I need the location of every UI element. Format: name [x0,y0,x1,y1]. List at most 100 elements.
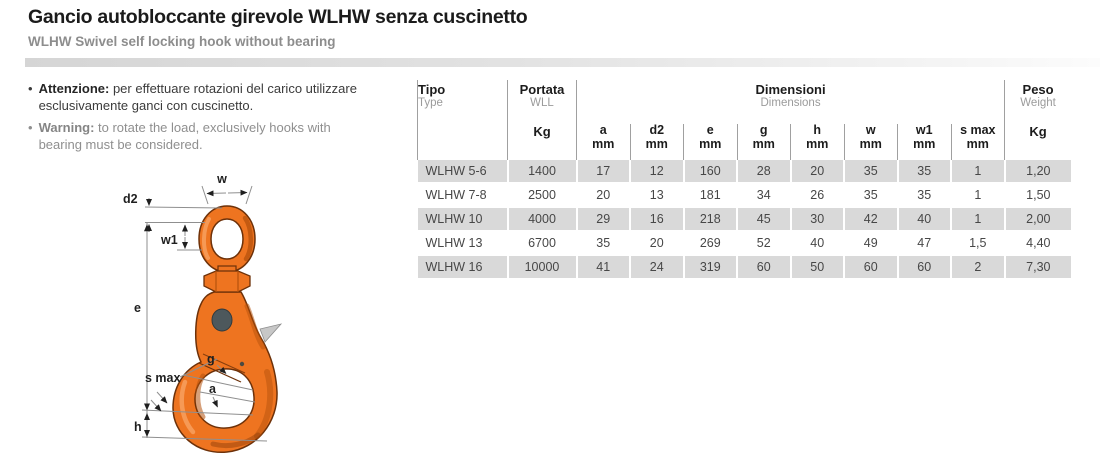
spec-table: Tipo Type Portata WLL Dimensioni Dimensi… [417,80,1072,280]
dim-label-s-max: s max [145,371,180,385]
note-label-it: Attenzione: [38,81,110,96]
cell-tipo: WLHW 5-6 [417,160,508,184]
cell-tipo: WLHW 7-8 [417,183,508,208]
cell-dim-h: 50 [789,255,844,280]
cell-tipo: WLHW 10 [417,207,508,232]
col-peso-unit: Kg [1004,124,1072,160]
cell-dim-w: 35 [843,183,898,208]
hook-shade [254,369,274,439]
cell-dim-e: 181 [682,183,737,208]
dim-col-name: e [706,123,714,137]
eye-highlight [202,217,211,260]
dim-col-unit: mm [752,136,775,151]
dim-col-header-w1: w1 mm [897,123,951,160]
hook-nut [203,270,251,293]
dim-col-name: a [599,123,607,137]
cell-dim-d2: 20 [629,231,684,256]
bullet-icon: • [28,81,33,96]
dim-col-name: h [813,123,822,137]
cell-dim-w1: 35 [896,160,951,184]
header-units-row: Kg a mm d2 mm e mm g mm h [417,123,1072,160]
hook-shade [195,373,206,420]
dim-col-unit: mm [913,136,936,151]
cell-dim-s-max: 1 [950,207,1005,232]
dim-col-header-g: g mm [736,123,791,160]
cell-dim-a: 35 [575,231,630,256]
header-group-row: Tipo Type Portata WLL Dimensioni Dimensi… [417,80,1072,124]
hook-shade [210,432,261,449]
dim-col-header-w: w mm [843,123,898,160]
cell-dim-e: 160 [682,160,737,184]
cell-dim-s-max: 1,5 [950,231,1005,256]
cell-dim-s-max: 1 [950,160,1005,184]
cell-tipo: WLHW 16 [417,255,508,280]
cell-dim-g: 28 [736,160,791,184]
cell-wll: 4000 [506,207,577,232]
cell-dim-g: 60 [736,255,791,280]
dim-col-header-e: e mm [683,123,737,160]
hook-eye [198,205,256,273]
spec-row: WLHW 10 4000 29 16 218 45 30 42 40 1 2,0… [417,207,1072,232]
note-text-en: Warning: to rotate the load, exclusively… [39,120,368,153]
hook-highlight [179,379,196,435]
col-tipo-spacer [417,124,508,160]
cell-dim-h: 40 [789,231,844,256]
cell-dim-w1: 35 [896,183,951,208]
col-header-portata: Portata WLL [507,80,577,124]
dim-col-unit: mm [859,136,882,151]
hook-pin [211,308,233,332]
cell-peso: 1,50 [1003,183,1072,208]
note-body-en: to rotate the load, exclusively hooks wi… [38,120,331,152]
latch-seam [202,353,246,374]
col-header-peso: Peso Weight [1004,80,1072,124]
dim-col-unit: mm [966,136,989,151]
dim-col-unit: mm [645,136,668,151]
col-tipo-label: Tipo [418,82,446,97]
cell-tipo: WLHW 13 [417,231,508,256]
spec-row: WLHW 5-6 1400 17 12 160 28 20 35 35 1 1,… [417,160,1072,184]
eye-shade [242,215,253,262]
note-body-it: per effettuare rotazioni del carico util… [38,81,357,113]
cell-dim-d2: 12 [629,160,684,184]
cell-dim-a: 41 [575,255,630,280]
dim-label-a: a [209,382,217,396]
cell-dim-w: 42 [843,207,898,232]
cell-dim-d2: 16 [629,207,684,232]
hook-shade [244,303,266,350]
dim-col-header-a: a mm [576,123,630,160]
hook-diagram: w d2 w1 e g s max a h [123,172,283,453]
cell-wll: 2500 [506,183,577,208]
cell-dim-w1: 60 [896,255,951,280]
cell-dim-h: 30 [789,207,844,232]
col-portata-label: Portata [519,82,565,97]
col-peso-label: Peso [1022,82,1054,97]
col-dimensioni-label: Dimensioni [755,82,826,97]
cell-dim-a: 17 [575,160,630,184]
cell-dim-h: 20 [789,160,844,184]
cell-dim-w: 49 [843,231,898,256]
cell-dim-a: 29 [575,207,630,232]
dim-col-unit: mm [806,136,829,151]
dim-label-g: g [207,352,215,366]
cell-dim-s-max: 1 [950,183,1005,208]
latch-trigger [259,323,283,343]
cell-wll: 10000 [506,255,577,280]
cell-dim-d2: 24 [629,255,684,280]
cell-dim-e: 269 [682,231,737,256]
cell-peso: 4,40 [1003,231,1072,256]
note-warning: • Warning: to rotate the load, exclusive… [28,120,368,153]
dim-label-d2: d2 [123,192,138,206]
col-portata-unit: Kg [507,124,577,160]
col-portata-sublabel: WLL [530,97,554,109]
dim-col-header-s-max: s max mm [950,123,1005,160]
dim-label-w: w [216,172,227,186]
cell-dim-g: 45 [736,207,791,232]
col-header-dimensioni: Dimensioni Dimensions [575,80,1005,124]
cell-peso: 2,00 [1003,207,1072,232]
cell-dim-g: 34 [736,183,791,208]
dim-col-name: g [759,123,768,137]
col-tipo-sublabel: Type [418,97,443,109]
divider-bar [25,58,1100,67]
spec-row: WLHW 7-8 2500 20 13 181 34 26 35 35 1 1,… [417,183,1072,208]
